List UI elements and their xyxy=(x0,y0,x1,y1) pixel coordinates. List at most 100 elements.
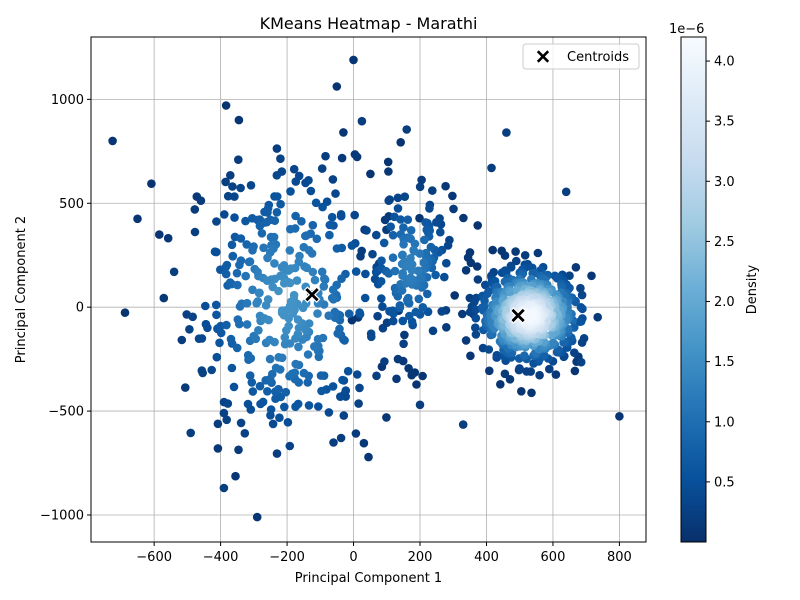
data-point xyxy=(520,351,529,361)
data-point xyxy=(390,266,400,276)
data-point xyxy=(301,231,310,241)
data-point xyxy=(449,204,458,214)
data-point xyxy=(233,280,242,290)
data-point xyxy=(331,189,340,198)
data-point xyxy=(270,216,280,225)
data-point xyxy=(366,169,375,179)
data-point xyxy=(413,266,423,276)
data-point xyxy=(291,359,301,369)
data-point xyxy=(548,338,558,348)
data-point xyxy=(378,302,387,312)
data-point xyxy=(402,125,412,134)
data-point xyxy=(310,275,320,285)
data-point xyxy=(393,204,403,213)
data-point xyxy=(545,364,554,374)
colorbar-tick-label: 4.0 xyxy=(714,55,735,70)
data-point xyxy=(241,271,250,281)
data-point xyxy=(269,232,279,242)
data-point xyxy=(219,408,229,418)
data-point xyxy=(338,375,347,385)
data-point xyxy=(255,288,264,298)
data-point xyxy=(384,196,394,205)
data-point xyxy=(399,339,408,349)
colorbar-tick-label: 3.0 xyxy=(714,175,735,190)
data-point xyxy=(232,343,242,353)
data-point xyxy=(426,242,436,252)
data-point xyxy=(431,270,440,280)
data-point xyxy=(488,245,498,255)
data-point xyxy=(471,313,481,323)
data-point xyxy=(234,445,243,455)
data-point xyxy=(428,326,438,336)
y-tick-label: −500 xyxy=(48,405,84,420)
legend-label-centroids: Centroids xyxy=(567,50,629,65)
data-point xyxy=(242,320,252,329)
data-point xyxy=(291,211,300,221)
data-point xyxy=(285,339,295,348)
data-point xyxy=(236,418,246,428)
centroid-markers xyxy=(303,286,527,324)
data-point xyxy=(415,213,424,223)
data-point xyxy=(380,357,389,366)
data-point xyxy=(379,238,389,248)
data-point xyxy=(570,366,580,376)
data-point xyxy=(226,171,235,180)
data-point xyxy=(245,257,255,266)
data-point xyxy=(223,399,233,408)
legend-x-mark xyxy=(535,48,551,65)
data-point xyxy=(420,235,429,245)
data-point xyxy=(280,333,290,342)
data-point xyxy=(448,191,457,201)
data-point xyxy=(366,329,376,339)
data-point xyxy=(388,253,398,262)
data-point xyxy=(378,323,388,333)
data-point xyxy=(201,301,210,311)
data-point xyxy=(355,308,364,317)
data-point xyxy=(419,258,429,267)
data-point xyxy=(299,368,309,378)
data-point xyxy=(440,272,449,282)
data-point xyxy=(277,353,287,363)
data-point xyxy=(352,152,362,162)
data-point xyxy=(410,368,420,377)
data-point xyxy=(263,387,272,396)
data-point xyxy=(500,251,510,260)
x-tick-label: −400 xyxy=(203,550,239,565)
x-tick-label: −200 xyxy=(269,550,305,565)
data-point xyxy=(520,251,530,260)
data-point xyxy=(229,382,239,392)
data-point xyxy=(186,428,195,438)
data-point xyxy=(575,317,585,327)
data-point xyxy=(319,282,329,291)
data-point xyxy=(576,303,586,312)
data-point xyxy=(155,230,164,239)
data-point xyxy=(185,325,194,334)
data-point xyxy=(336,392,345,402)
data-point xyxy=(307,249,317,258)
data-point xyxy=(577,290,587,300)
data-point xyxy=(325,230,334,240)
data-point xyxy=(354,399,363,408)
data-point xyxy=(506,288,515,297)
data-point xyxy=(252,512,262,522)
data-point xyxy=(432,218,441,227)
data-point xyxy=(361,269,370,279)
data-point xyxy=(293,315,303,324)
data-point xyxy=(232,268,242,278)
data-point xyxy=(472,262,482,271)
data-point xyxy=(258,397,268,407)
data-point xyxy=(120,308,130,318)
data-point xyxy=(318,202,327,212)
data-point xyxy=(215,338,224,348)
data-point xyxy=(421,218,430,227)
data-point xyxy=(265,354,275,364)
data-point xyxy=(377,294,386,303)
data-point xyxy=(310,342,319,351)
data-point xyxy=(415,273,425,283)
data-point xyxy=(212,217,221,226)
data-point xyxy=(223,191,233,201)
data-point xyxy=(405,273,415,283)
data-point xyxy=(236,234,246,243)
data-point xyxy=(251,334,261,344)
